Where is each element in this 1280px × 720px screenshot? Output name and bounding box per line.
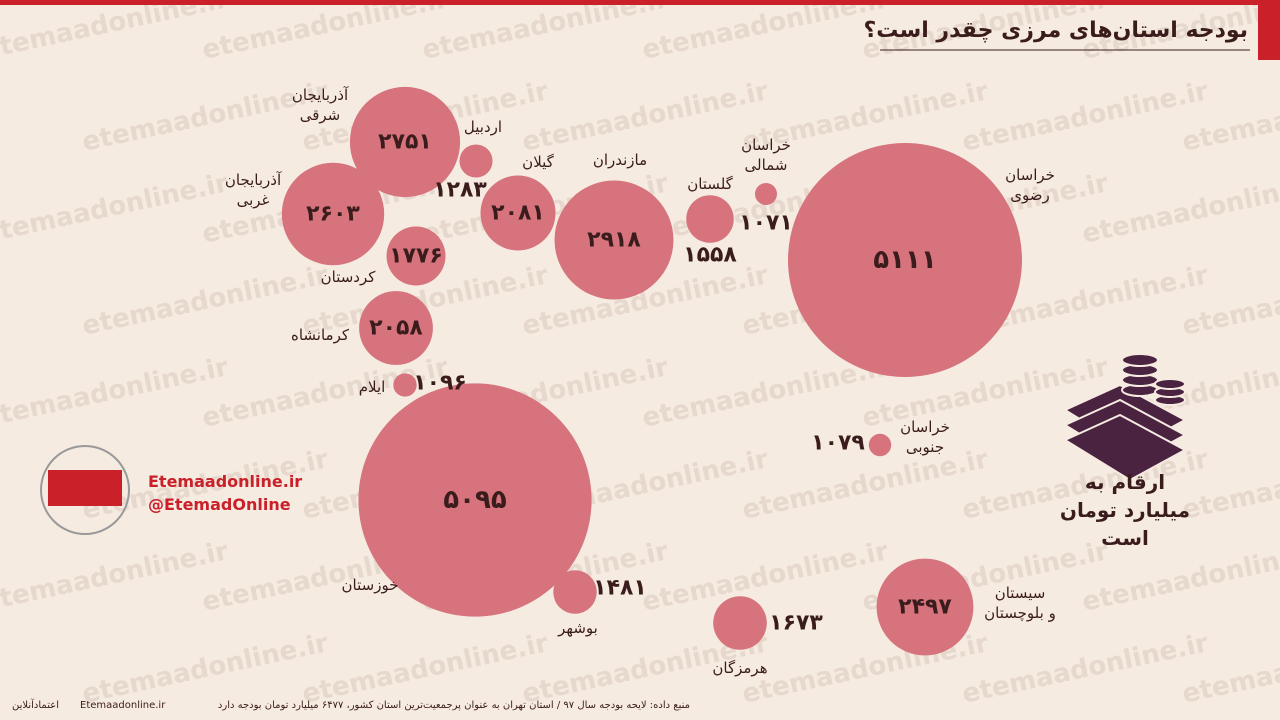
- province-label: هرمزگان: [712, 659, 768, 677]
- bubble: [359, 291, 433, 365]
- value-label: ۱۵۵۸: [683, 242, 737, 268]
- chart-title: بودجه استان‌های مرزی چقدر است؟: [863, 18, 1248, 43]
- bubble: [459, 144, 493, 178]
- source-note: منبع داده: لایحه بودجه سال ۹۷ / استان ته…: [217, 700, 690, 711]
- value-label: ۲۰۵۸: [369, 315, 423, 341]
- value-label: ۱۴۸۱: [593, 575, 647, 601]
- value-label: ۲۶۰۳: [306, 201, 360, 227]
- corner-block: [1258, 0, 1280, 60]
- bubble: [876, 558, 974, 656]
- bubble: [553, 570, 597, 614]
- unit-note: ارقام به میلیارد تومان است: [1059, 470, 1191, 550]
- province-label: سیستان و بلوچستان: [984, 584, 1056, 622]
- bubble: [281, 162, 385, 266]
- bubble: [393, 373, 417, 397]
- footer-site: Etemaadonline.ir: [80, 700, 166, 711]
- province-label: آذربایجان غربی: [224, 171, 282, 209]
- value-label: ۱۰۷۱: [739, 210, 793, 236]
- value-label: ۵۰۹۵: [443, 485, 507, 515]
- value-label: ۱۲۸۳: [433, 177, 487, 203]
- province-label: آذربایجان شرقی: [291, 86, 349, 124]
- province-label: خوزستان: [341, 576, 399, 594]
- brand-handle: @EtemadOnline: [148, 495, 291, 514]
- province-label: گیلان: [522, 153, 554, 171]
- province-label: اردبیل: [463, 118, 503, 136]
- value-label: ۲۴۹۷: [898, 594, 952, 620]
- province-label: خراسان رضوی: [1005, 166, 1055, 204]
- bubble: [788, 143, 1022, 377]
- value-label: ۲۷۵۱: [378, 129, 432, 155]
- value-label: ۵۱۱۱: [873, 245, 937, 275]
- bubble: [358, 383, 592, 617]
- province-label: کردستان: [320, 268, 376, 286]
- bubble: [554, 180, 674, 300]
- province-label: گلستان: [687, 175, 733, 193]
- province-label: خراسان شمالی: [741, 136, 791, 174]
- province-label: خراسان جنوبی: [900, 418, 950, 456]
- bubble: [755, 183, 777, 205]
- bubble: [349, 86, 461, 198]
- value-label: ۱۰۹۶: [413, 370, 467, 396]
- province-label: کرمانشاه: [290, 326, 350, 344]
- province-label: مازندران: [592, 151, 648, 169]
- top-bar: [0, 0, 1280, 5]
- bubble: [713, 596, 767, 650]
- value-label: ۱۶۷۳: [769, 610, 823, 636]
- logo: [40, 445, 130, 535]
- bubble: [480, 175, 556, 251]
- bubble: [868, 433, 892, 457]
- value-label: ۲۰۸۱: [491, 200, 545, 226]
- footer-brand: اعتمادآنلاین: [12, 700, 59, 711]
- province-label: ایلام: [358, 378, 386, 396]
- money-icon: [1062, 353, 1188, 482]
- province-label: بوشهر: [558, 619, 598, 637]
- value-label: ۲۹۱۸: [587, 227, 641, 253]
- bubble: [386, 226, 446, 286]
- bubble: [686, 195, 734, 243]
- value-label: ۱۷۷۶: [389, 243, 443, 269]
- brand-site: Etemaadonline.ir: [148, 472, 303, 491]
- value-label: ۱۰۷۹: [811, 430, 865, 456]
